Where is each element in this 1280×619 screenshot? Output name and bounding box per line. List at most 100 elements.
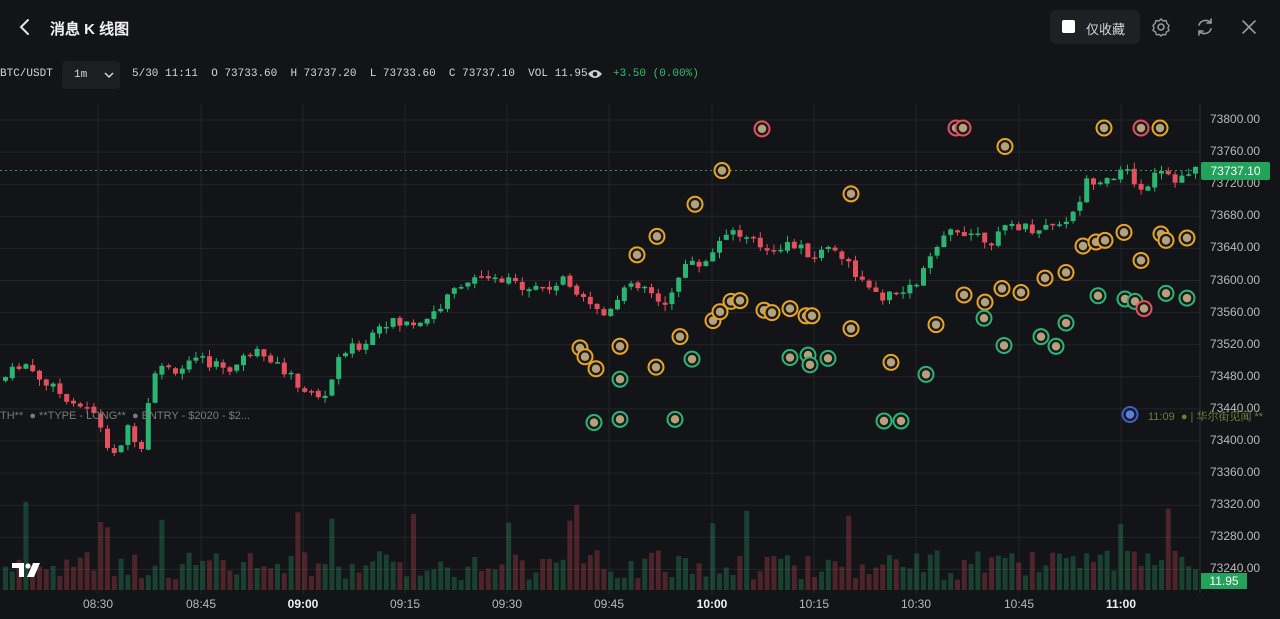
time-tick-label: 08:45 — [185, 597, 217, 611]
candle-body — [771, 250, 777, 252]
favorites-only-checkbox[interactable] — [1062, 20, 1075, 33]
candle-body — [479, 276, 484, 278]
volume-bar — [465, 566, 471, 590]
eye-icon[interactable] — [587, 68, 603, 80]
volume-bar — [1118, 523, 1124, 590]
volume-bar — [519, 560, 525, 590]
candle-body — [989, 243, 994, 246]
news-overlay-left: TH** ● **TYPE - LONG** ● ENTRY - $2020 -… — [0, 410, 251, 422]
candle-body — [166, 365, 172, 368]
settings-icon[interactable] — [1150, 16, 1172, 38]
volume-bar — [411, 514, 416, 590]
timeframe-value: 1m — [74, 69, 88, 81]
candle-body — [1138, 183, 1144, 190]
news-marker — [671, 328, 689, 346]
volume-bar — [574, 505, 580, 590]
volume-bar — [621, 577, 627, 590]
candle-body — [893, 292, 899, 295]
volume-bar — [948, 572, 954, 590]
candle-body — [1097, 182, 1103, 185]
volume-bar — [1138, 565, 1144, 590]
top-bar: 消息 K 线图 仅收藏 — [0, 0, 1280, 54]
volume-bar — [132, 554, 138, 590]
volume-bar — [30, 567, 36, 590]
candle-body — [139, 442, 144, 449]
volume-bar — [995, 555, 1001, 590]
candle-body — [642, 286, 648, 289]
candle-body — [873, 287, 879, 293]
candle-body — [839, 251, 845, 259]
volume-bar — [105, 527, 110, 590]
favorites-only-toggle[interactable]: 仅收藏 — [1050, 10, 1140, 44]
volume-bar — [608, 571, 614, 590]
volume-bar — [982, 572, 988, 590]
candle-body — [472, 277, 478, 284]
time-tick-label: 09:45 — [593, 597, 625, 611]
candle-body — [907, 284, 913, 294]
candle-body — [1104, 178, 1110, 184]
volume-bar — [479, 570, 484, 590]
volume-bar — [635, 578, 641, 590]
tradingview-logo — [12, 563, 40, 577]
candle-body — [50, 383, 56, 387]
volume-bar — [1165, 508, 1171, 590]
volume-value: 11.95 — [554, 68, 588, 80]
candle-body — [655, 293, 661, 302]
price-tick-label: 73480.00 — [1210, 368, 1261, 383]
volume-bar — [173, 579, 178, 590]
close-icon[interactable] — [1238, 16, 1260, 38]
volume-bar — [492, 569, 498, 590]
candle-body — [295, 373, 301, 388]
candle-body — [234, 364, 240, 371]
candle-body — [241, 355, 246, 366]
volume-bar — [186, 552, 192, 590]
volume-bar — [805, 556, 811, 590]
refresh-icon[interactable] — [1194, 16, 1216, 38]
candle-body — [132, 426, 138, 443]
volume-bar — [166, 577, 172, 590]
candle-body — [696, 261, 702, 267]
volume-bar — [458, 579, 464, 590]
volume-bar — [57, 575, 63, 590]
volume-bar — [377, 551, 382, 590]
price-tick-label: 73560.00 — [1210, 304, 1261, 319]
timeframe-select[interactable]: 1m — [62, 61, 120, 89]
back-icon[interactable] — [14, 14, 38, 40]
news-marker — [585, 414, 603, 432]
volume-bar — [921, 572, 926, 590]
volume-bar — [730, 574, 736, 590]
volume-bar — [744, 510, 750, 590]
candle-body — [567, 275, 573, 287]
volume-bar — [751, 579, 756, 590]
candle-body — [207, 356, 212, 368]
candlestick-chart[interactable] — [0, 104, 1280, 594]
volume-bar — [859, 564, 865, 590]
candle-body — [887, 291, 892, 301]
news-marker — [1057, 263, 1075, 281]
news-marker — [1135, 300, 1153, 318]
candle-body — [723, 234, 729, 240]
candle-body — [159, 365, 165, 375]
time-tick-label: 10:00 — [696, 597, 728, 611]
volume-bar — [839, 566, 845, 590]
candle-body — [1179, 175, 1185, 183]
volume-bar — [451, 576, 457, 590]
news-marker — [819, 349, 837, 367]
news-source: ● | 华尔街见闻 ** — [1180, 411, 1264, 423]
candle-body — [921, 268, 926, 286]
volume-bar — [302, 552, 308, 590]
candle-body — [710, 252, 716, 262]
candle-body — [77, 403, 83, 407]
volume-bar — [213, 553, 219, 590]
volume-bar — [846, 515, 852, 590]
candle-body — [941, 235, 947, 248]
volume-bar — [914, 553, 920, 590]
volume-bar — [900, 567, 906, 590]
volume-bar — [798, 578, 804, 590]
price-tick-label: 73600.00 — [1210, 272, 1261, 287]
volume-bar — [390, 561, 396, 590]
candle-body — [1159, 170, 1164, 174]
volume-bar — [676, 555, 682, 590]
candle-body — [553, 285, 559, 291]
candle-body — [1009, 223, 1015, 226]
